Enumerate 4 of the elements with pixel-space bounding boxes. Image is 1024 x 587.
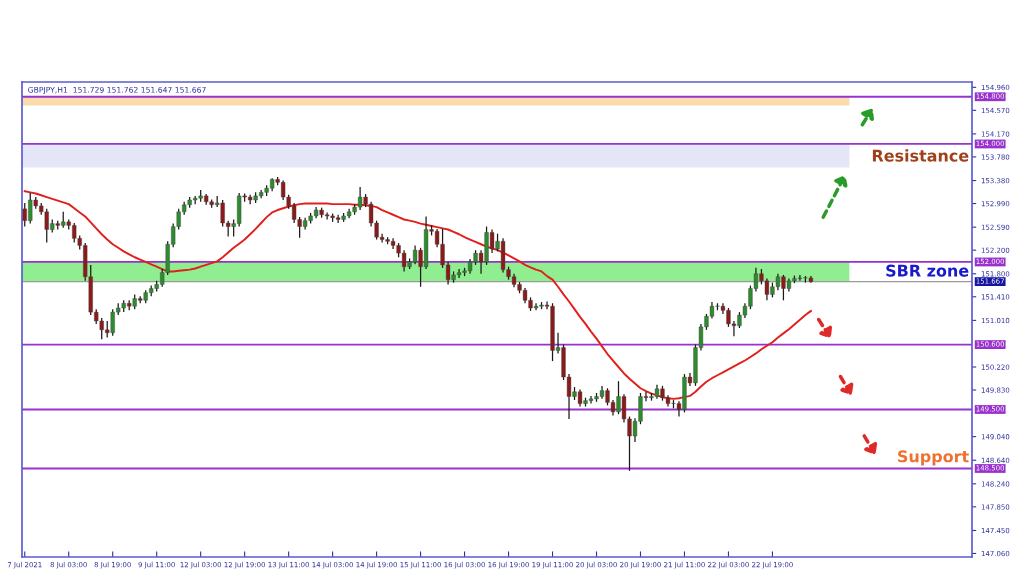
text: SBR zone xyxy=(886,264,969,277)
line-series xyxy=(23,190,812,400)
text: Support xyxy=(898,450,969,466)
text: Resistance xyxy=(872,149,969,162)
